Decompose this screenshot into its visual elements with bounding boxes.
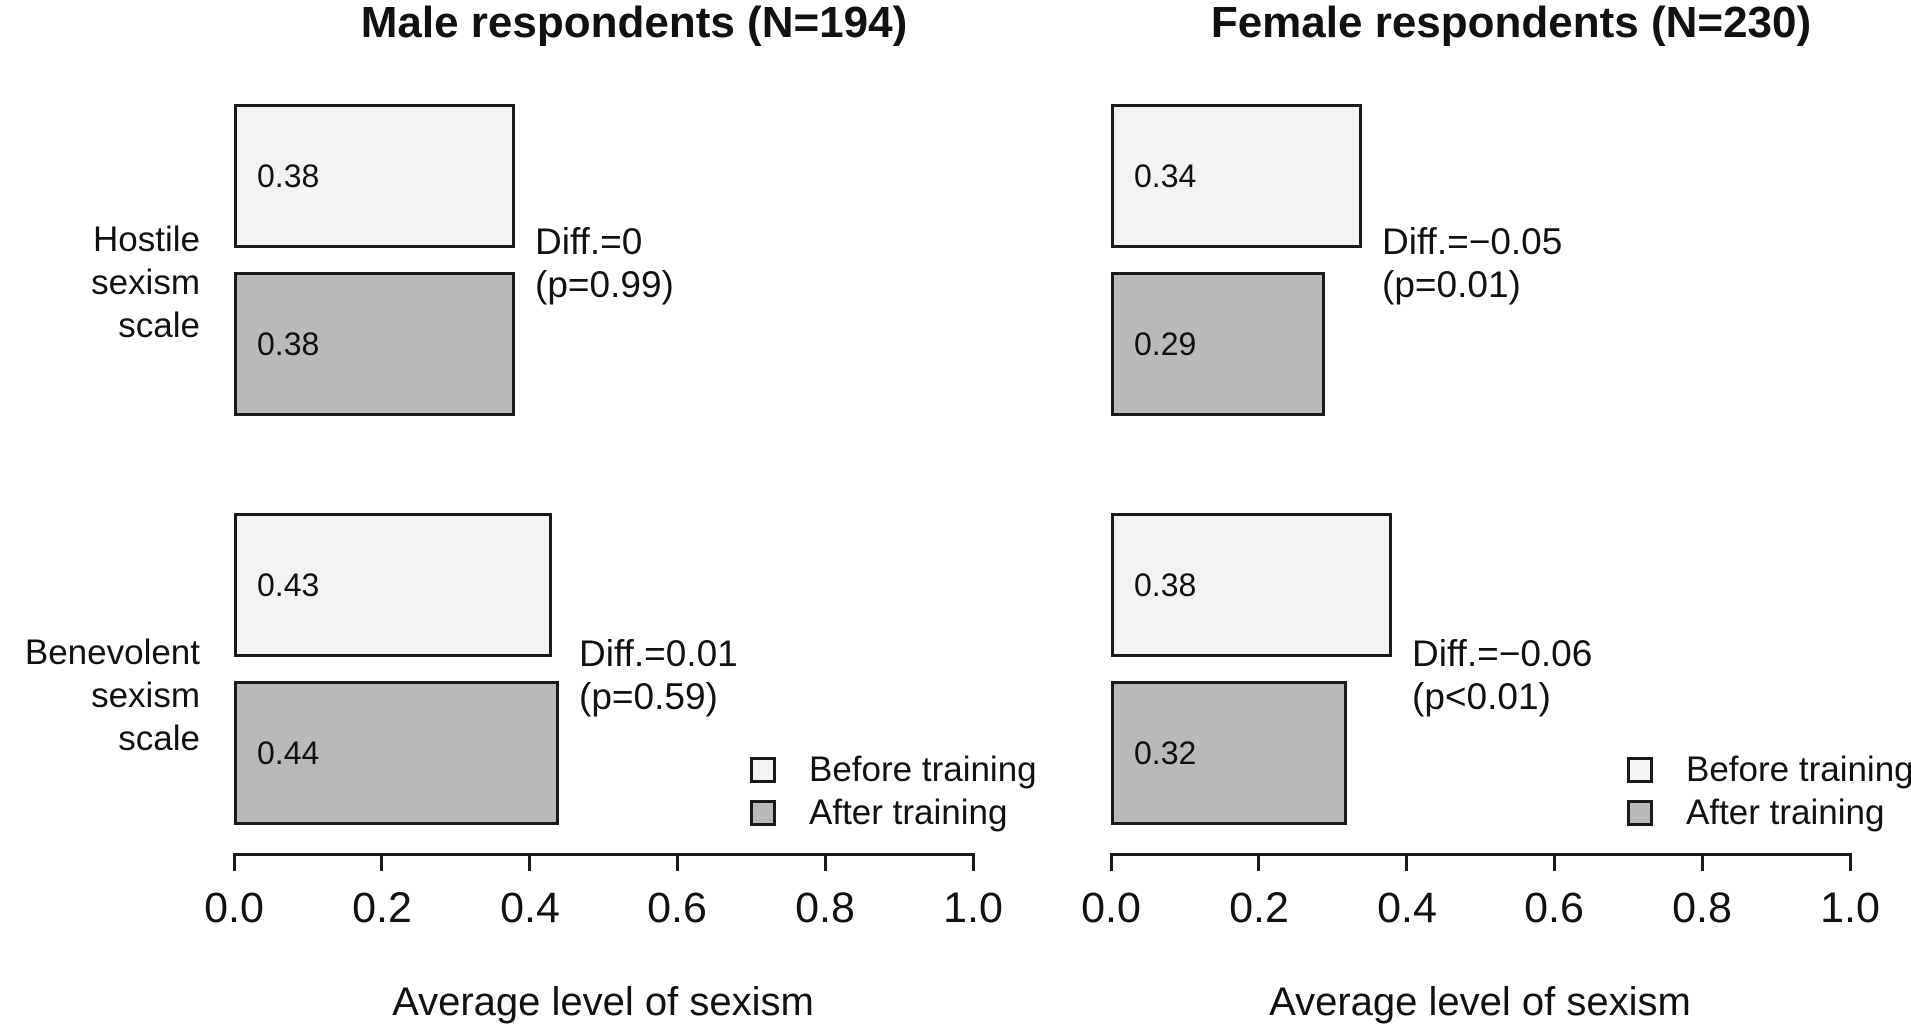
bar-before-training: 0.38	[234, 104, 515, 248]
x-axis-tick-label: 1.0	[1820, 884, 1880, 932]
bar-after-training: 0.32	[1111, 681, 1347, 825]
panel-title: Male respondents (N=194)	[360, 0, 908, 47]
bar-value-label: 0.43	[257, 567, 320, 603]
x-axis-line	[1110, 853, 1852, 856]
bar-value-label: 0.32	[1134, 735, 1197, 771]
diff-annotation: Diff.=−0.05 (p=0.01)	[1382, 220, 1562, 306]
bar-before-training: 0.34	[1111, 104, 1362, 248]
x-axis-tick	[1553, 853, 1556, 871]
x-axis-title: Average level of sexism	[392, 980, 814, 1024]
legend-item-after: After training	[750, 791, 1037, 834]
p-value: (p=0.59)	[579, 676, 718, 717]
x-axis-tick	[824, 853, 827, 871]
legend-swatch-after-icon	[750, 799, 776, 826]
x-axis-tick-label: 0.6	[647, 884, 707, 932]
panel-title: Female respondents (N=230)	[1210, 0, 1812, 47]
bar-value-label: 0.34	[1134, 158, 1197, 194]
x-axis-tick	[1701, 853, 1704, 871]
diff-annotation: Diff.=0.01 (p=0.59)	[579, 632, 738, 718]
bar-value-label: 0.44	[257, 735, 320, 771]
category-label-benevolent: Benevolent sexism scale	[24, 633, 200, 758]
category-label-hostile: Hostile sexism scale	[91, 220, 200, 345]
diff-annotation: Diff.=0 (p=0.99)	[535, 220, 674, 306]
diff-value: Diff.=−0.06	[1412, 633, 1593, 674]
bar-after-training: 0.29	[1111, 272, 1325, 416]
p-value: (p=0.99)	[535, 264, 674, 305]
legend-item-before: Before training	[1627, 748, 1911, 791]
legend-item-after: After training	[1627, 791, 1911, 834]
x-axis-tick-label: 0.6	[1524, 884, 1584, 932]
x-axis-tick-label: 0.4	[1377, 884, 1437, 932]
x-axis-tick-label: 0.4	[500, 884, 560, 932]
x-axis-tick	[1849, 853, 1852, 871]
x-axis-tick	[528, 853, 531, 871]
bar-before-training: 0.43	[234, 513, 552, 657]
bar-after-training: 0.38	[234, 272, 515, 416]
legend-label-after: After training	[809, 793, 1008, 832]
legend-label-before: Before training	[1686, 750, 1911, 789]
p-value: (p=0.01)	[1382, 264, 1521, 305]
legend-label-after: After training	[1686, 793, 1885, 832]
bar-value-label: 0.38	[257, 158, 320, 194]
legend-swatch-before-icon	[1627, 756, 1653, 783]
panel-female: Female respondents (N=230) 0.34 0.29 Dif…	[877, 0, 1911, 1026]
x-axis-tick	[972, 853, 975, 871]
diff-annotation: Diff.=−0.06 (p<0.01)	[1412, 632, 1592, 718]
panel-male: Male respondents (N=194) Hostile sexism …	[24, 0, 1037, 1024]
legend-item-before: Before training	[750, 748, 1037, 791]
bar-after-training: 0.44	[234, 681, 559, 825]
x-axis-tick-label: 1.0	[943, 884, 1003, 932]
legend-swatch-after-icon	[1627, 799, 1653, 826]
x-axis-tick-label: 0.8	[1672, 884, 1732, 932]
legend: Before training After training	[1627, 748, 1911, 834]
legend-swatch-before-icon	[750, 756, 776, 783]
x-axis-tick-label: 0.0	[204, 884, 264, 932]
bar-before-training: 0.38	[1111, 513, 1392, 657]
diff-value: Diff.=0	[535, 221, 643, 262]
p-value: (p<0.01)	[1412, 676, 1551, 717]
x-axis-tick-label: 0.8	[795, 884, 855, 932]
legend: Before training After training	[750, 748, 1037, 834]
x-axis-tick-label: 0.2	[1229, 884, 1289, 932]
x-axis-tick	[1405, 853, 1408, 871]
bar-value-label: 0.29	[1134, 326, 1197, 362]
x-axis-title: Average level of sexism	[1269, 980, 1691, 1024]
x-axis-tick	[1257, 853, 1260, 871]
x-axis-tick	[1110, 853, 1113, 871]
diff-value: Diff.=−0.05	[1382, 221, 1563, 262]
x-axis-tick-label: 0.0	[1081, 884, 1141, 932]
x-axis-tick	[676, 853, 679, 871]
bar-value-label: 0.38	[1134, 567, 1197, 603]
x-axis-line	[233, 853, 975, 856]
x-axis-tick	[380, 853, 383, 871]
bar-value-label: 0.38	[257, 326, 320, 362]
diff-value: Diff.=0.01	[579, 633, 738, 674]
x-axis-tick-label: 0.2	[352, 884, 412, 932]
x-axis-tick	[233, 853, 236, 871]
legend-label-before: Before training	[809, 750, 1037, 789]
